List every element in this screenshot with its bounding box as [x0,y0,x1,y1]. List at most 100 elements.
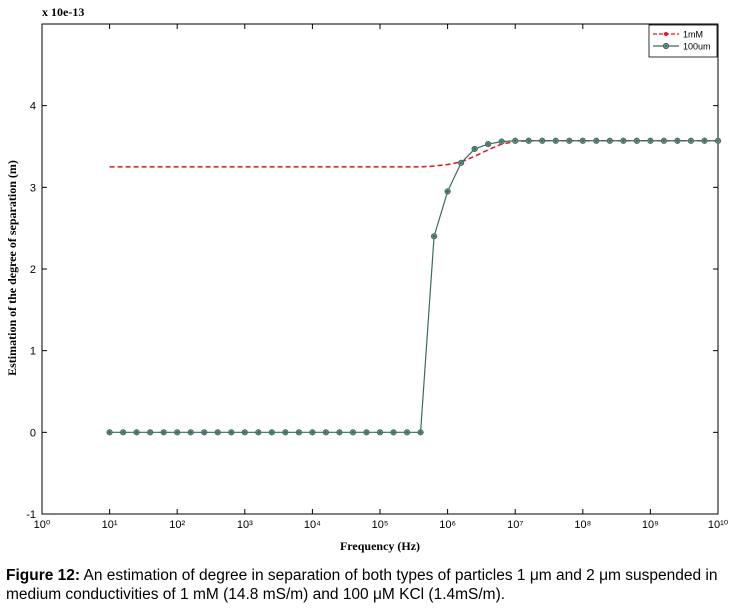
marker-star [660,137,667,144]
marker-star [404,429,411,436]
marker-star [620,137,627,144]
marker [295,429,302,436]
marker [430,233,438,240]
marker [417,429,424,436]
marker-star [174,429,181,436]
caption: Figure 12: An estimation of degree in se… [6,566,726,604]
marker [133,429,140,436]
marker-star [309,429,316,436]
marker [552,137,559,144]
y-tick-label: 3 [30,182,36,194]
marker [566,137,573,144]
marker [633,137,640,144]
multiplier-label: x 10e-13 [42,5,84,19]
marker [336,429,343,436]
marker [363,429,370,436]
marker [674,137,681,144]
x-tick-label: 10⁵ [372,519,389,531]
marker [662,42,670,50]
marker [322,429,330,436]
marker [444,188,451,195]
x-axis-label: Frequency (Hz) [340,539,420,553]
y-tick-label: 2 [30,264,36,276]
marker-star [715,137,721,144]
marker-star [431,233,438,240]
x-tick-label: 10⁸ [574,519,591,531]
marker [701,137,708,144]
marker [390,429,397,436]
marker-star [593,137,600,144]
marker [106,429,113,436]
x-tick-label: 10⁷ [507,519,523,531]
plot-area [41,23,719,515]
marker-star [663,43,669,49]
marker [485,140,492,148]
legend-label: 100um [683,42,711,52]
marker [174,429,181,436]
marker [620,137,627,144]
marker-star [525,137,532,144]
marker [660,137,668,144]
marker-star [539,137,546,144]
marker-star [349,429,356,436]
marker-star [458,159,465,166]
marker-star [471,145,478,152]
marker [458,159,465,166]
x-tick-label: 10² [169,519,185,531]
marker [512,137,519,144]
marker-star [187,429,194,436]
marker [606,137,613,144]
marker [268,429,275,436]
marker [228,429,235,436]
marker [579,137,586,144]
marker-star [214,429,221,436]
x-tick-label: 10³ [237,519,253,531]
x-tick-label: 10¹ [102,519,118,531]
series-line [109,140,718,433]
marker [160,429,167,436]
marker-star [147,429,154,436]
x-tick-label: 10⁶ [439,519,456,531]
x-tick-label: 10⁰ [34,519,51,531]
marker-star [701,137,708,144]
marker [539,137,546,144]
marker-star [606,137,613,144]
marker-star [485,141,492,148]
caption-label: Figure 12: [6,567,81,584]
legend-box [648,24,718,58]
marker-star [390,429,397,436]
legend-dot [664,32,668,36]
marker-star [241,429,248,436]
x-tick-label: 10¹⁰ [708,519,729,531]
marker-star [444,188,451,195]
marker-star [498,138,505,145]
marker-star [322,429,329,436]
y-axis-label: Estimation of the degree of separation (… [5,160,19,376]
y-tick-label: -1 [26,509,36,521]
marker-star [201,429,208,436]
marker [687,137,695,144]
marker-star [687,137,694,144]
marker-star [133,429,140,436]
y-tick-label: 1 [30,346,36,358]
chart: x 10e-13 Frequency (Hz) Estimation of th… [5,5,729,553]
marker-star [633,137,640,144]
marker-star [255,429,262,436]
marker [498,138,505,145]
marker-star [268,429,275,436]
legend-label: 1mM [683,30,703,40]
marker-star [363,429,370,436]
marker [376,429,384,436]
marker [525,137,532,144]
series-line [109,140,718,168]
marker [120,429,127,436]
y-tick-label: 0 [30,427,36,439]
marker-star [106,429,113,436]
marker [403,429,411,436]
marker [349,429,357,436]
marker-star [160,429,167,436]
marker-star [377,429,383,436]
marker [214,429,221,436]
marker [282,429,289,436]
marker-star [674,137,681,144]
